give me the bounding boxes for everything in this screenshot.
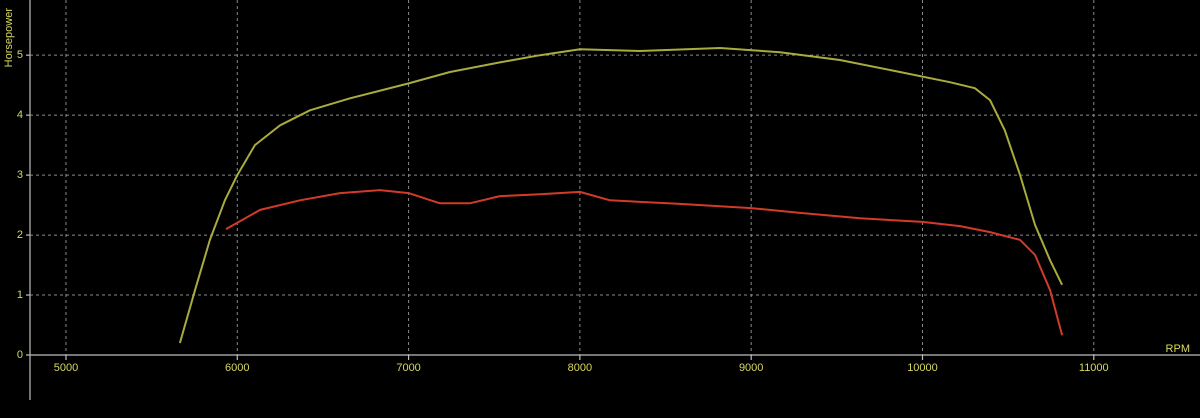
x-tick-label: 10000	[907, 362, 938, 374]
x-tick-label: 11000	[1079, 362, 1109, 374]
power-curve	[178, 47, 1063, 344]
x-tick-label: 5000	[54, 362, 78, 374]
x-tick-label: 9000	[739, 362, 763, 374]
y-tick-label: 4	[17, 109, 23, 121]
x-axis-label: RPM	[1166, 343, 1190, 355]
y-tick-label: 1	[17, 289, 23, 301]
x-tick-label: 6000	[225, 362, 249, 374]
y-tick-label: 3	[17, 169, 23, 181]
y-axis-label: Horsepower	[3, 8, 15, 68]
x-tick-label: 8000	[568, 362, 592, 374]
y-tick-label: 5	[17, 49, 23, 61]
y-tick-label: 2	[17, 229, 23, 241]
power-curve	[225, 189, 1064, 336]
y-tick-label: 0	[17, 349, 23, 361]
x-tick-label: 7000	[396, 362, 420, 374]
